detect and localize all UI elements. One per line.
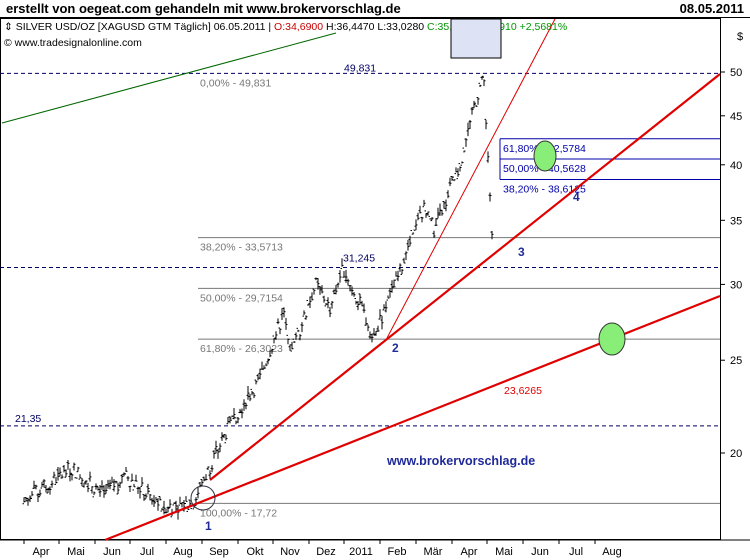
target-ellipse-upper (533, 140, 557, 172)
symbol-icon: ⇕ (4, 21, 16, 33)
target-ellipse-lower (598, 322, 626, 356)
level-label-31: 31,245 (343, 252, 375, 264)
chart-title: erstellt von oegeat.com gehandeln mit ww… (6, 1, 401, 16)
trendlines (1, 18, 721, 542)
trendline-value-label: 23,6265 (504, 385, 542, 397)
copyright-text: © www.tradesignalonline.com (4, 37, 142, 49)
wave-point-3: 3 (518, 245, 525, 259)
x-tick-label: Feb (388, 546, 407, 558)
fib-label: 38,20% - 33,5713 (200, 242, 283, 254)
x-tick-label: Mai (67, 546, 85, 558)
y-axis: 20 25 30 35 40 45 50 (720, 67, 742, 460)
x-tick-label: Aug (173, 546, 193, 558)
wave-point-4: 4 (573, 190, 580, 204)
thin-trendline (386, 18, 556, 339)
green-trendline (1, 32, 337, 124)
y-tick-label: 40 (730, 160, 742, 172)
info-low: L:33,0280 (377, 21, 424, 33)
info-high: H:36,4470 (326, 21, 375, 33)
info-open: O:34,6900 (274, 21, 323, 33)
header-date: 08.05.2011 (679, 1, 744, 16)
info-marker-box (450, 18, 502, 59)
level-lines: 0,00% - 49,831 38,20% - 33,5713 50,00% - 2… (0, 72, 720, 519)
currency-label: $ (737, 31, 743, 43)
x-tick-label: Jun (531, 546, 549, 558)
y-tick-label: 35 (730, 215, 742, 227)
header: erstellt von oegeat.com gehandeln mit ww… (0, 0, 750, 18)
x-tick-label: Okt (246, 546, 263, 558)
wave-point-2: 2 (392, 341, 399, 355)
ohlc-bars (22, 75, 494, 520)
fib-label: 100,00% - 17,72 (200, 507, 277, 519)
y-tick-label: 25 (730, 355, 742, 367)
y-tick-label: 30 (730, 279, 742, 291)
x-tick-label: Mai (495, 546, 513, 558)
x-tick-label: Aug (602, 546, 622, 558)
x-tick-label: Mär (424, 546, 443, 558)
info-change-pct: +2,5681% (520, 21, 568, 33)
x-tick-label: Jul (569, 546, 583, 558)
x-tick-label: Nov (280, 546, 300, 558)
plot-frame (0, 18, 721, 540)
y-tick-label: 50 (730, 67, 742, 79)
marker-shapes (190, 140, 626, 511)
fib-label: 0,00% - 49,831 (200, 77, 271, 89)
fib-label: 50,00% - 29,7154 (200, 292, 283, 304)
support-trendline-steep (209, 73, 721, 481)
chart-labels: 49,831 31,245 21,35 23,6265 1 2 3 4 www.brokervo… (15, 62, 580, 533)
x-tick-label: 2011 (349, 546, 373, 558)
x-tick-label: Jul (140, 546, 154, 558)
level-label-21: 21,35 (15, 413, 41, 425)
x-tick-label: Dez (316, 546, 336, 558)
x-axis: Apr Mai Jun Jul Aug Sep Okt Nov Dez 2011 Feb Mär Apr… (23, 540, 622, 558)
fib-label: 61,80% - 26,3023 (200, 343, 283, 355)
y-tick-label: 20 (730, 448, 742, 460)
watermark-url: www.brokervorschlag.de (386, 454, 535, 468)
wave-point-1: 1 (205, 519, 212, 533)
x-tick-label: Sep (209, 546, 229, 558)
info-symbol: SILVER USD/OZ [XAGUSD GTM Täglich] 06.05… (16, 21, 266, 33)
fib-short-label: 38,20% - 38,6125 (503, 183, 586, 195)
x-tick-label: Jun (103, 546, 121, 558)
x-tick-label: Apr (460, 546, 477, 558)
start-circle-marker (190, 485, 216, 511)
y-tick-label: 45 (730, 111, 742, 123)
x-tick-label: Apr (32, 546, 49, 558)
level-label-top: 49,831 (344, 62, 376, 74)
